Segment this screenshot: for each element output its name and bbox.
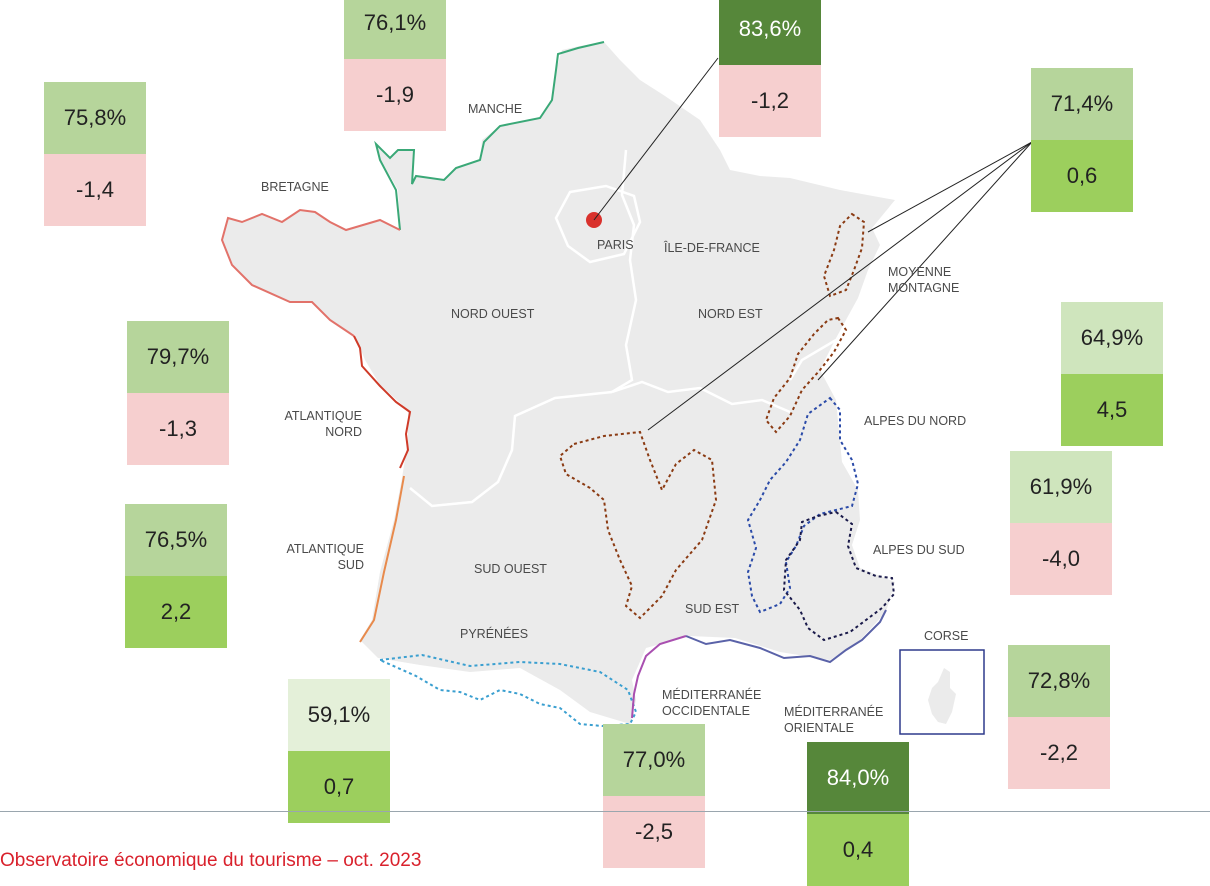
leader-lines xyxy=(593,57,1033,431)
coastlines xyxy=(220,41,887,728)
border-nord-est-moyenne-montagne xyxy=(788,338,837,381)
region-label-nord-ouest: NORD OUEST xyxy=(451,307,535,321)
stat-box-paris: 83,6% -1,2 xyxy=(719,0,821,137)
stat-box-moyenne-montagne: 71,4% 0,6 xyxy=(1031,68,1133,212)
border-nord-sud xyxy=(409,390,613,508)
pyrenees-line xyxy=(376,653,638,728)
massif-central xyxy=(558,430,718,620)
region-borders xyxy=(409,149,837,508)
region-label-atlantique-sud: ATLANTIQUE SUD xyxy=(286,542,364,572)
bretagne-coastline xyxy=(220,208,401,337)
alpes-du-nord-zone xyxy=(746,396,860,614)
leader-mm-central xyxy=(647,141,1033,431)
atlantique-sud-coastline xyxy=(359,475,405,643)
region-label-nord-est: NORD EST xyxy=(698,307,763,321)
border-nord-ouest-nord-est xyxy=(611,149,638,394)
occupancy-rate: 76,1% xyxy=(344,0,446,59)
stat-box-alpes-du-sud: 61,9% -4,0 xyxy=(1010,451,1112,595)
occupancy-delta: -1,2 xyxy=(719,65,821,137)
massif-jura xyxy=(764,316,848,434)
leader-paris xyxy=(593,57,719,221)
occupancy-delta: 2,2 xyxy=(125,576,227,648)
region-label-alpes-du-nord: ALPES DU NORD xyxy=(864,414,967,428)
stat-box-pyrenees: 59,1% 0,7 xyxy=(288,679,390,823)
border-sud-east-west xyxy=(611,380,791,414)
occupancy-rate: 83,6% xyxy=(719,0,821,65)
occupancy-delta: -1,9 xyxy=(344,59,446,131)
occupancy-delta: -1,4 xyxy=(44,154,146,226)
region-label-atlantique-nord: ATLANTIQUE NORD xyxy=(284,409,362,439)
occupancy-delta: 0,7 xyxy=(288,751,390,823)
footer-divider xyxy=(0,811,1210,812)
stat-box-atlantique-nord: 79,7% -1,3 xyxy=(127,321,229,465)
occupancy-rate: 72,8% xyxy=(1008,645,1110,717)
occupancy-rate: 79,7% xyxy=(127,321,229,393)
occupancy-rate: 77,0% xyxy=(603,724,705,796)
leader-mm-jura xyxy=(817,141,1033,381)
border-paris-region xyxy=(554,184,642,264)
region-label-pyrenees: PYRÉNÉES xyxy=(460,627,529,641)
massif-vosges xyxy=(822,212,866,298)
occupancy-rate: 59,1% xyxy=(288,679,390,751)
region-label-sud-ouest: SUD OUEST xyxy=(474,562,547,576)
region-label-mediterranee-occidentale: MÉDITERRANÉE OCCIDENTALE xyxy=(662,688,762,718)
occupancy-delta: 4,5 xyxy=(1061,374,1163,446)
france-landmass xyxy=(222,42,895,724)
occupancy-rate: 75,8% xyxy=(44,82,146,154)
stat-box-mediterranee-occidentale: 77,0% -2,5 xyxy=(603,724,705,868)
region-label-sud-est: SUD EST xyxy=(685,602,740,616)
occupancy-delta: -2,2 xyxy=(1008,717,1110,789)
mediterranee-orientale-coastline xyxy=(685,609,887,664)
occupancy-rate: 71,4% xyxy=(1031,68,1133,140)
region-label-bretagne: BRETAGNE xyxy=(261,180,329,194)
occupancy-delta: -2,5 xyxy=(603,796,705,868)
occupancy-delta: -1,3 xyxy=(127,393,229,465)
region-label-moyenne-montagne: MOYENNE MONTAGNE xyxy=(888,265,960,295)
alpes-du-sud-zone xyxy=(782,510,896,642)
atlantique-nord-coastline xyxy=(353,335,412,469)
occupancy-delta: 0,4 xyxy=(807,814,909,886)
mountain-zones xyxy=(558,212,896,642)
stat-box-atlantique-sud: 76,5% 2,2 xyxy=(125,504,227,648)
stat-box-bretagne: 75,8% -1,4 xyxy=(44,82,146,226)
region-label-corse: CORSE xyxy=(924,629,969,643)
stat-box-corse: 72,8% -2,2 xyxy=(1008,645,1110,789)
stat-box-manche: 76,1% -1,9 xyxy=(344,0,446,131)
occupancy-delta: -4,0 xyxy=(1010,523,1112,595)
occupancy-rate: 84,0% xyxy=(807,742,909,814)
region-label-paris: PARIS xyxy=(597,238,634,252)
stat-box-mediterranee-orientale: 84,0% 0,4 xyxy=(807,742,909,886)
occupancy-rate: 64,9% xyxy=(1061,302,1163,374)
region-label-alpes-du-sud: ALPES DU SUD xyxy=(873,543,965,557)
france-map xyxy=(220,41,1033,735)
occupancy-delta: 0,6 xyxy=(1031,140,1133,212)
stat-box-alpes-du-nord: 64,9% 4,5 xyxy=(1061,302,1163,446)
region-label-mediterranee-orientale: MÉDITERRANÉE ORIENTALE xyxy=(784,705,884,735)
leader-mm-vosges xyxy=(867,141,1033,233)
mediterranee-occidentale-coastline xyxy=(631,635,687,719)
occupancy-rate: 61,9% xyxy=(1010,451,1112,523)
region-label-ile-de-france: ÎLE-DE-FRANCE xyxy=(664,241,760,255)
corse-island xyxy=(928,668,956,724)
occupancy-rate: 76,5% xyxy=(125,504,227,576)
footer-source: Observatoire économique du tourisme – oc… xyxy=(0,850,422,871)
region-label-manche: MANCHE xyxy=(468,102,523,116)
manche-coastline xyxy=(374,41,605,231)
